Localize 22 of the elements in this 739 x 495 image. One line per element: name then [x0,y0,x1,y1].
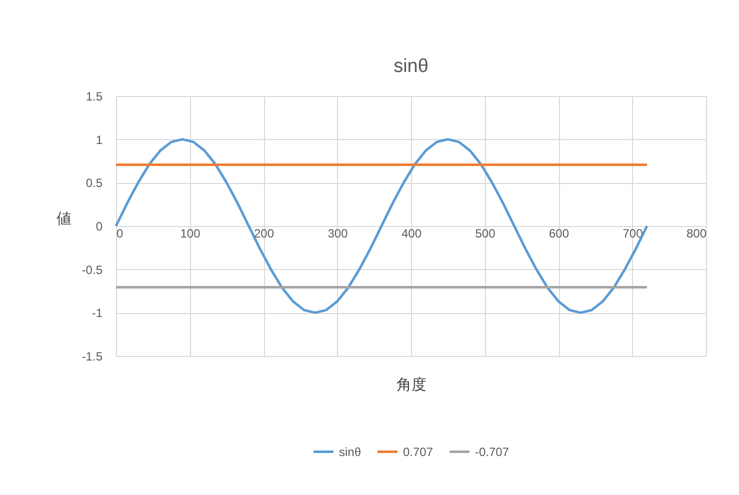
legend-label: sinθ [339,444,362,459]
y-tick-label: 1.5 [86,90,103,104]
x-tick-label: 800 [686,226,707,240]
y-tick-label: -0.5 [82,262,103,277]
line-series [114,138,648,314]
y-tick-label: 1 [96,132,103,147]
x-tick-label: 200 [254,226,274,240]
chart-title: sinθ [394,56,428,77]
x-tick-label: 700 [622,226,644,240]
y-tick-label: -1 [92,306,103,320]
x-tick-label: 100 [180,226,201,240]
legend-label: -0.707 [475,444,510,459]
y-tick-label: -1.5 [82,350,103,364]
legend-label: 0.707 [403,444,434,459]
y-tick-label: 0.5 [86,176,103,190]
x-tick-label: 600 [548,226,570,240]
x-tick-label: 400 [401,226,422,240]
y-axis-title: 値 [56,210,72,228]
x-tick-label: 500 [475,226,496,240]
x-axis-title: 角度 [396,376,426,394]
x-tick-label: 0 [116,226,124,240]
x-tick-label: 300 [328,226,348,240]
